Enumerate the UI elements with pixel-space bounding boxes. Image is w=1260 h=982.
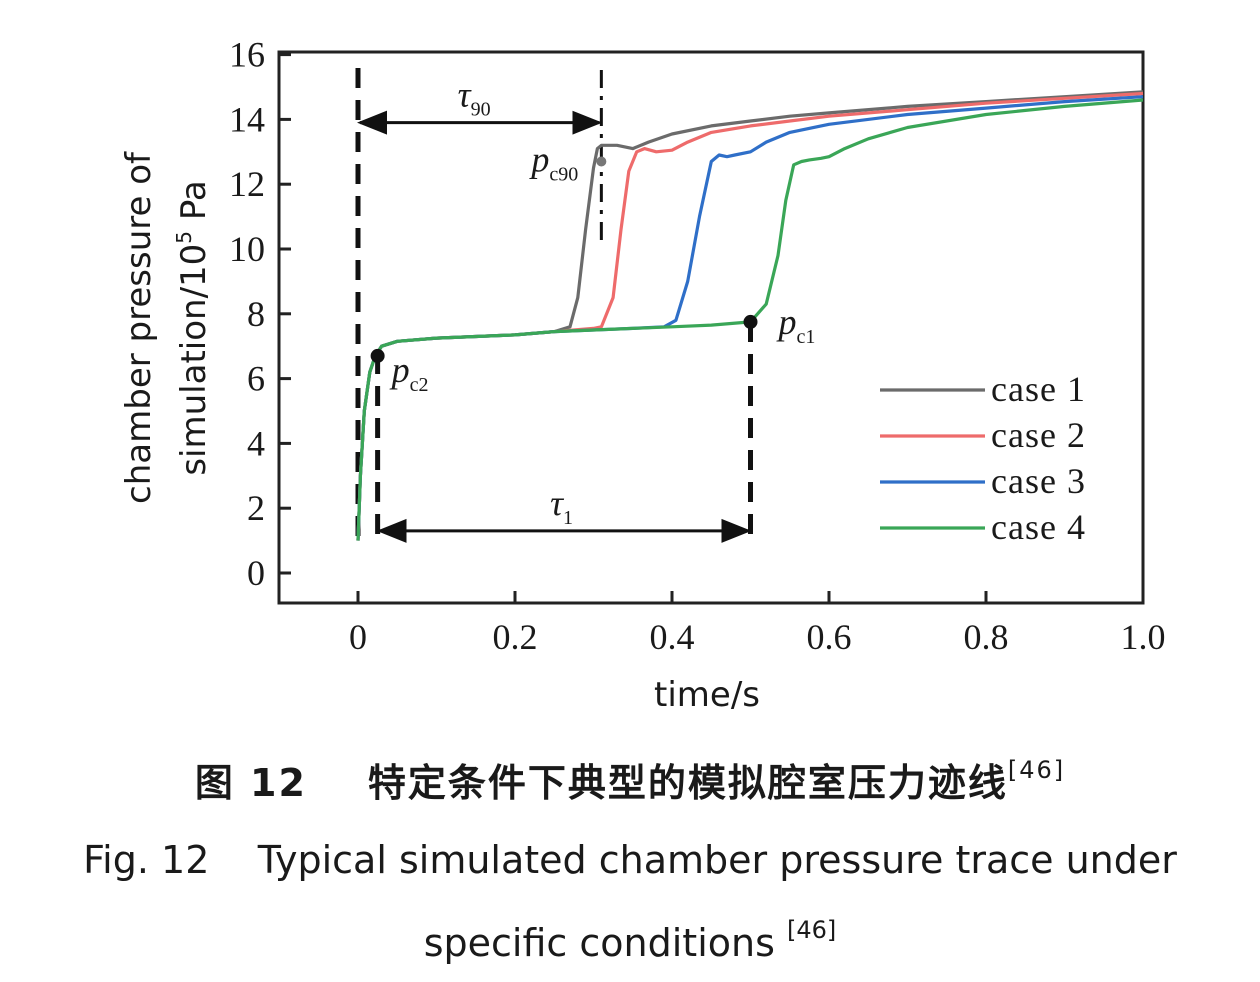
label-pc1: pc1	[776, 302, 816, 348]
y-axis-label-line1: chamber pressure of	[119, 151, 159, 504]
y-tick-label: 4	[247, 423, 265, 463]
x-axis-label: time/s	[654, 675, 760, 715]
label-pc2: pc2	[389, 350, 429, 396]
caption-cn-text: 特定条件下典型的模拟腔室压力迹线	[367, 761, 1008, 805]
caption-en-line2-text: specific conditions	[423, 921, 775, 965]
caption-chinese: 图 12 特定条件下典型的模拟腔室压力迹线[46]	[0, 752, 1260, 807]
caption-en-ref: [46]	[786, 916, 837, 944]
x-tick-label: 1.0	[1121, 617, 1166, 657]
series-line-case-4	[356, 98, 1144, 541]
legend-label-case-3: case 3	[991, 461, 1086, 501]
y-tick-label: 12	[229, 164, 265, 204]
legend: case 1 case 2 case 3 case 4	[880, 369, 1086, 547]
x-tick-label: 0.2	[493, 617, 538, 657]
y-tick-label: 10	[229, 229, 265, 269]
y-tick-label: 16	[229, 35, 265, 75]
caption-cn-ref: [46]	[1007, 756, 1066, 784]
point-pc1	[743, 314, 758, 329]
tau1-label: τ1	[550, 483, 573, 529]
caption-cn-figure-label: 图 12	[194, 761, 307, 805]
y-tick-label: 14	[229, 99, 265, 139]
caption-english-line1: Fig. 12 Typical simulated chamber pressu…	[83, 838, 1177, 882]
point-pc2	[370, 348, 385, 363]
x-tick-label: 0	[349, 617, 367, 657]
y-tick-label: 0	[247, 553, 265, 593]
y-axis-label-line2: simulation/105 Pa	[172, 180, 214, 475]
x-tick-label: 0.8	[964, 617, 1009, 657]
y-tick-label: 6	[247, 359, 265, 399]
y-tick-label: 2	[247, 488, 265, 528]
point-pc90	[596, 156, 607, 167]
tau90-label: τ90	[458, 75, 491, 121]
caption-english-line2: specific conditions [46]	[0, 916, 1260, 965]
legend-label-case-1: case 1	[991, 369, 1086, 409]
x-tick-label: 0.4	[650, 617, 695, 657]
y-tick-label: 8	[247, 294, 265, 334]
label-pc90: pc90	[528, 140, 578, 186]
plot-area: 0 2 4 6 8 10 12 14 16 0 0.2 0.4 0.6 0.8 1.0 time/s chamb…	[119, 35, 1166, 715]
legend-label-case-2: case 2	[991, 415, 1086, 455]
legend-label-case-4: case 4	[991, 507, 1086, 547]
x-tick-label: 0.6	[807, 617, 852, 657]
plot-frame	[277, 50, 1145, 605]
